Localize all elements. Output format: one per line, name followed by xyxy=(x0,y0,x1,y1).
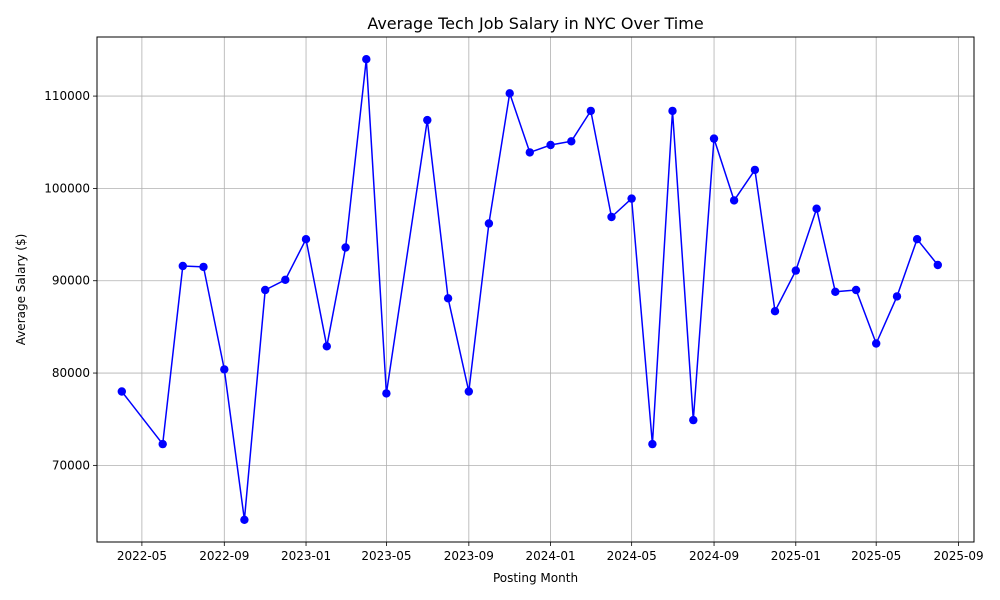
data-point xyxy=(668,106,677,116)
data-point xyxy=(791,266,800,275)
data-point xyxy=(567,137,576,146)
y-tick-label: 100000 xyxy=(44,181,90,195)
data-point xyxy=(586,106,595,116)
x-tick-label: 2022-09 xyxy=(199,549,249,563)
x-tick-label: 2023-05 xyxy=(361,549,411,563)
y-tick-label: 80000 xyxy=(52,366,90,380)
x-tick-label: 2025-01 xyxy=(771,549,821,563)
x-tick-label: 2023-01 xyxy=(281,549,331,563)
x-tick-label: 2023-09 xyxy=(444,549,494,563)
x-tick-label: 2024-01 xyxy=(526,549,576,563)
x-tick-label: 2024-09 xyxy=(689,549,739,563)
series-layer xyxy=(117,55,942,524)
data-point xyxy=(240,515,249,524)
x-axis: 2022-05 2022-09 2023-01 2023-05 2023-09 2024-… xyxy=(117,542,984,563)
data-point xyxy=(443,294,453,303)
plot-frame xyxy=(96,36,975,543)
x-tick-label: 2025-09 xyxy=(934,549,984,563)
y-axis: 70000 80000 90000 100000 110000 xyxy=(44,89,97,472)
data-point xyxy=(627,194,636,203)
data-point xyxy=(178,261,187,271)
data-point xyxy=(812,204,821,213)
data-point xyxy=(831,287,840,296)
data-point xyxy=(158,439,167,449)
y-axis-label: Average Salary ($) xyxy=(14,234,28,346)
data-point xyxy=(423,115,432,125)
grid xyxy=(97,37,974,542)
data-point xyxy=(382,389,391,398)
x-tick-label: 2024-05 xyxy=(607,549,657,563)
data-point xyxy=(464,387,473,396)
data-point xyxy=(199,262,208,272)
data-point xyxy=(689,415,698,425)
x-tick-label: 2025-05 xyxy=(851,549,901,563)
data-point xyxy=(607,212,616,222)
data-point xyxy=(117,387,127,396)
y-tick-label: 70000 xyxy=(52,458,90,472)
data-point xyxy=(933,260,942,270)
x-axis-label: Posting Month xyxy=(493,571,578,585)
data-point xyxy=(770,307,780,316)
data-point xyxy=(525,148,534,157)
data-point xyxy=(892,292,902,301)
data-point xyxy=(912,235,922,244)
data-point xyxy=(709,134,719,143)
chart-title: Average Tech Job Salary in NYC Over Time xyxy=(367,14,703,33)
data-point xyxy=(261,285,270,295)
x-tick-label: 2022-05 xyxy=(117,549,167,563)
data-point xyxy=(301,235,311,244)
data-point xyxy=(322,342,331,351)
data-point xyxy=(341,243,350,252)
data-point xyxy=(281,275,290,284)
data-point xyxy=(729,196,739,205)
y-tick-label: 90000 xyxy=(52,274,90,288)
data-point xyxy=(362,55,371,64)
data-point xyxy=(220,365,229,374)
data-point xyxy=(648,439,657,449)
data-point xyxy=(484,219,494,228)
data-point xyxy=(546,140,555,150)
data-point xyxy=(505,89,514,98)
data-point xyxy=(750,165,760,175)
y-tick-label: 110000 xyxy=(44,89,90,103)
data-point xyxy=(851,285,861,295)
data-point xyxy=(872,339,881,348)
